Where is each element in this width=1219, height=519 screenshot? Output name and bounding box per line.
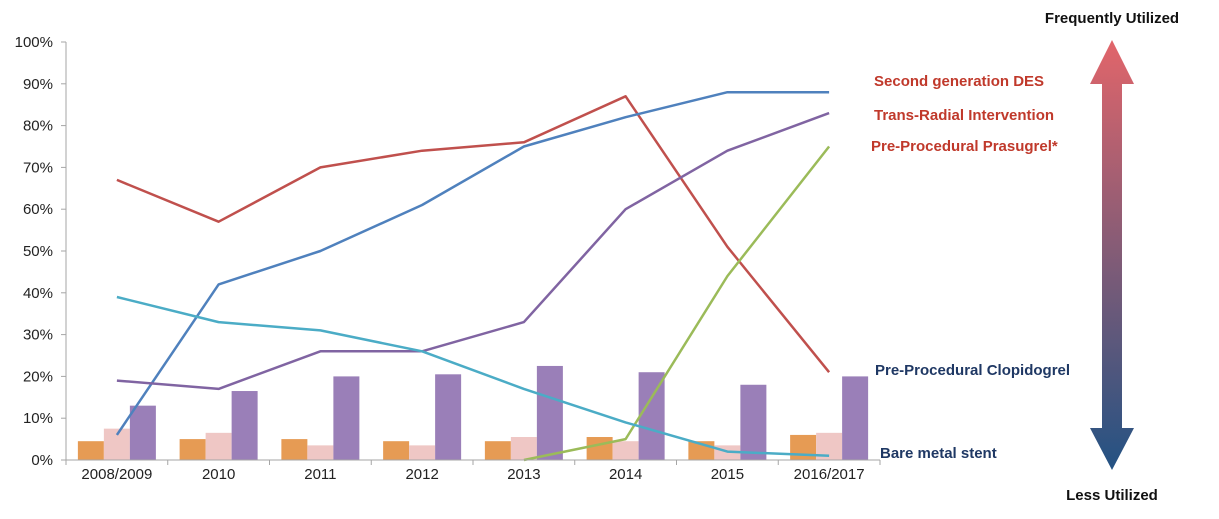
- label-pre-procedural-clopidogrel: Pre-Procedural Clopidogrel: [875, 362, 1070, 379]
- line-series-2: [115, 90, 830, 436]
- y-tick-label: 90%: [23, 76, 53, 93]
- x-tick-label: 2010: [202, 466, 235, 483]
- x-tick-label: 2012: [405, 466, 438, 483]
- bar-2-4: [409, 445, 436, 460]
- x-tick-label: 2016/2017: [794, 466, 865, 483]
- y-tick-label: 10%: [23, 410, 53, 427]
- x-tick-label: 2013: [507, 466, 540, 483]
- bar-3-8: [842, 376, 869, 460]
- less-utilized-label: Less Utilized: [1066, 487, 1158, 504]
- x-tick-label: 2011: [304, 466, 336, 483]
- line-series-5: [116, 295, 830, 458]
- y-tick-label: 80%: [23, 118, 53, 135]
- y-tick-label: 70%: [23, 159, 53, 176]
- x-tick-label: 2015: [711, 466, 744, 483]
- line-series-4: [523, 145, 831, 462]
- bar-1-1: [77, 441, 104, 460]
- y-axis-ticks: 0% 10% 20% 30% 40% 50% 60% 70% 80% 90% 100%: [15, 34, 66, 469]
- bar-series-group: [77, 365, 869, 460]
- y-tick-label: 20%: [23, 368, 53, 385]
- bar-3-3: [333, 376, 360, 460]
- y-tick-label: 60%: [23, 201, 53, 218]
- bar-3-5: [536, 365, 563, 460]
- bar-2-5: [510, 437, 537, 460]
- x-tick-label: 2008/2009: [81, 466, 152, 483]
- x-axis-ticks: 2008/2009 2010 2011 2012 2013 2014 2015 2016/20…: [65, 460, 881, 483]
- line-series-3: [116, 111, 830, 391]
- bar-1-2: [179, 439, 206, 460]
- bar-3-7: [740, 384, 767, 460]
- y-tick-label: 50%: [23, 243, 53, 260]
- utilization-scale-arrow: [1090, 40, 1134, 470]
- bar-1-5: [484, 441, 511, 460]
- y-tick-label: 30%: [23, 327, 53, 344]
- bar-3-1: [129, 405, 156, 460]
- bar-3-6: [638, 372, 665, 460]
- bar-2-2: [205, 432, 232, 460]
- bar-1-3: [281, 439, 308, 460]
- label-trans-radial-intervention: Trans-Radial Intervention: [874, 107, 1054, 124]
- bar-1-6: [586, 437, 613, 460]
- line-series-1: [116, 95, 831, 373]
- line-series-group: [115, 90, 831, 462]
- y-tick-label: 100%: [15, 34, 53, 51]
- frequently-utilized-label: Frequently Utilized: [1045, 10, 1179, 27]
- bar-3-2: [231, 391, 258, 460]
- bar-2-6: [612, 441, 639, 460]
- label-second-generation-des: Second generation DES: [874, 73, 1044, 90]
- label-pre-procedural-prasugrel: Pre-Procedural Prasugrel*: [871, 138, 1058, 155]
- y-tick-label: 40%: [23, 285, 53, 302]
- bar-2-3: [307, 445, 334, 460]
- label-bare-metal-stent: Bare metal stent: [880, 445, 997, 462]
- bar-1-4: [383, 441, 410, 460]
- bar-3-4: [435, 374, 462, 460]
- x-tick-label: 2014: [609, 466, 642, 483]
- y-tick-label: 0%: [31, 452, 53, 469]
